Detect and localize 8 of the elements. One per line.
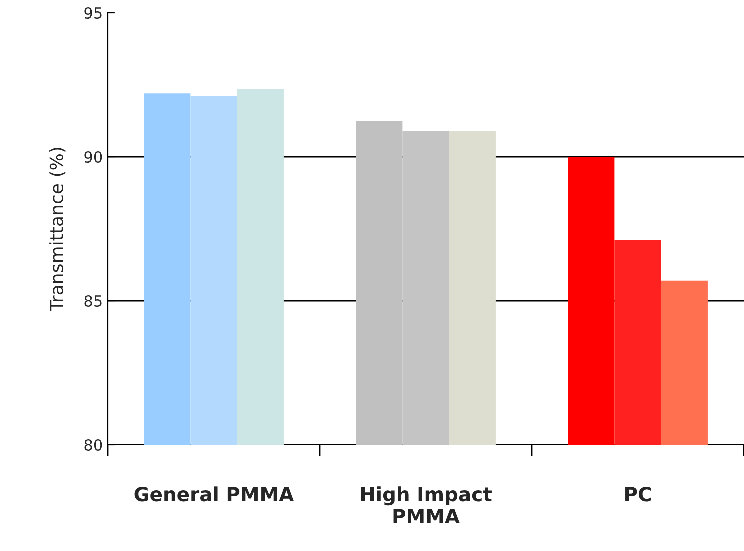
y-tick-label: 90 bbox=[84, 151, 102, 164]
x-tick-label: High Impact PMMA bbox=[361, 486, 492, 524]
y-tick-label: 95 bbox=[84, 7, 102, 20]
y-tick-label: 80 bbox=[84, 439, 102, 452]
x-tick-label: PC bbox=[626, 487, 652, 502]
y-axis-title: Transmittance (%) bbox=[50, 148, 66, 312]
x-tick-label: General PMMA bbox=[134, 486, 294, 502]
y-tick-label: 85 bbox=[84, 295, 102, 308]
